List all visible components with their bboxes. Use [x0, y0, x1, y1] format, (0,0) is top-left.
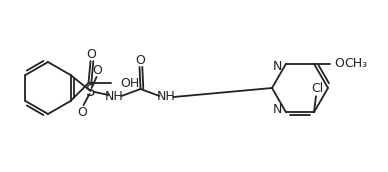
Text: N: N	[273, 103, 282, 116]
Text: O: O	[135, 53, 146, 67]
Text: OH: OH	[121, 77, 140, 89]
Text: NH: NH	[157, 90, 176, 104]
Text: O: O	[93, 63, 102, 77]
Text: O: O	[78, 105, 87, 119]
Text: S: S	[86, 83, 95, 99]
Text: Cl: Cl	[311, 82, 323, 95]
Text: O: O	[87, 47, 97, 61]
Text: NH: NH	[105, 90, 124, 104]
Text: CH₃: CH₃	[344, 57, 367, 70]
Text: N: N	[273, 60, 282, 73]
Text: O: O	[334, 57, 344, 70]
